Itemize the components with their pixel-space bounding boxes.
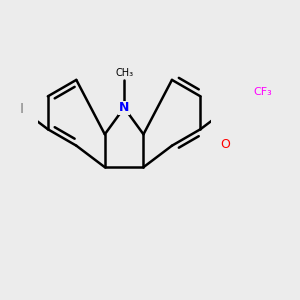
- Text: N: N: [119, 101, 129, 114]
- Text: I: I: [20, 102, 24, 116]
- Text: CH₃: CH₃: [115, 68, 133, 78]
- Text: CF₃: CF₃: [253, 86, 272, 97]
- Text: O: O: [220, 138, 230, 151]
